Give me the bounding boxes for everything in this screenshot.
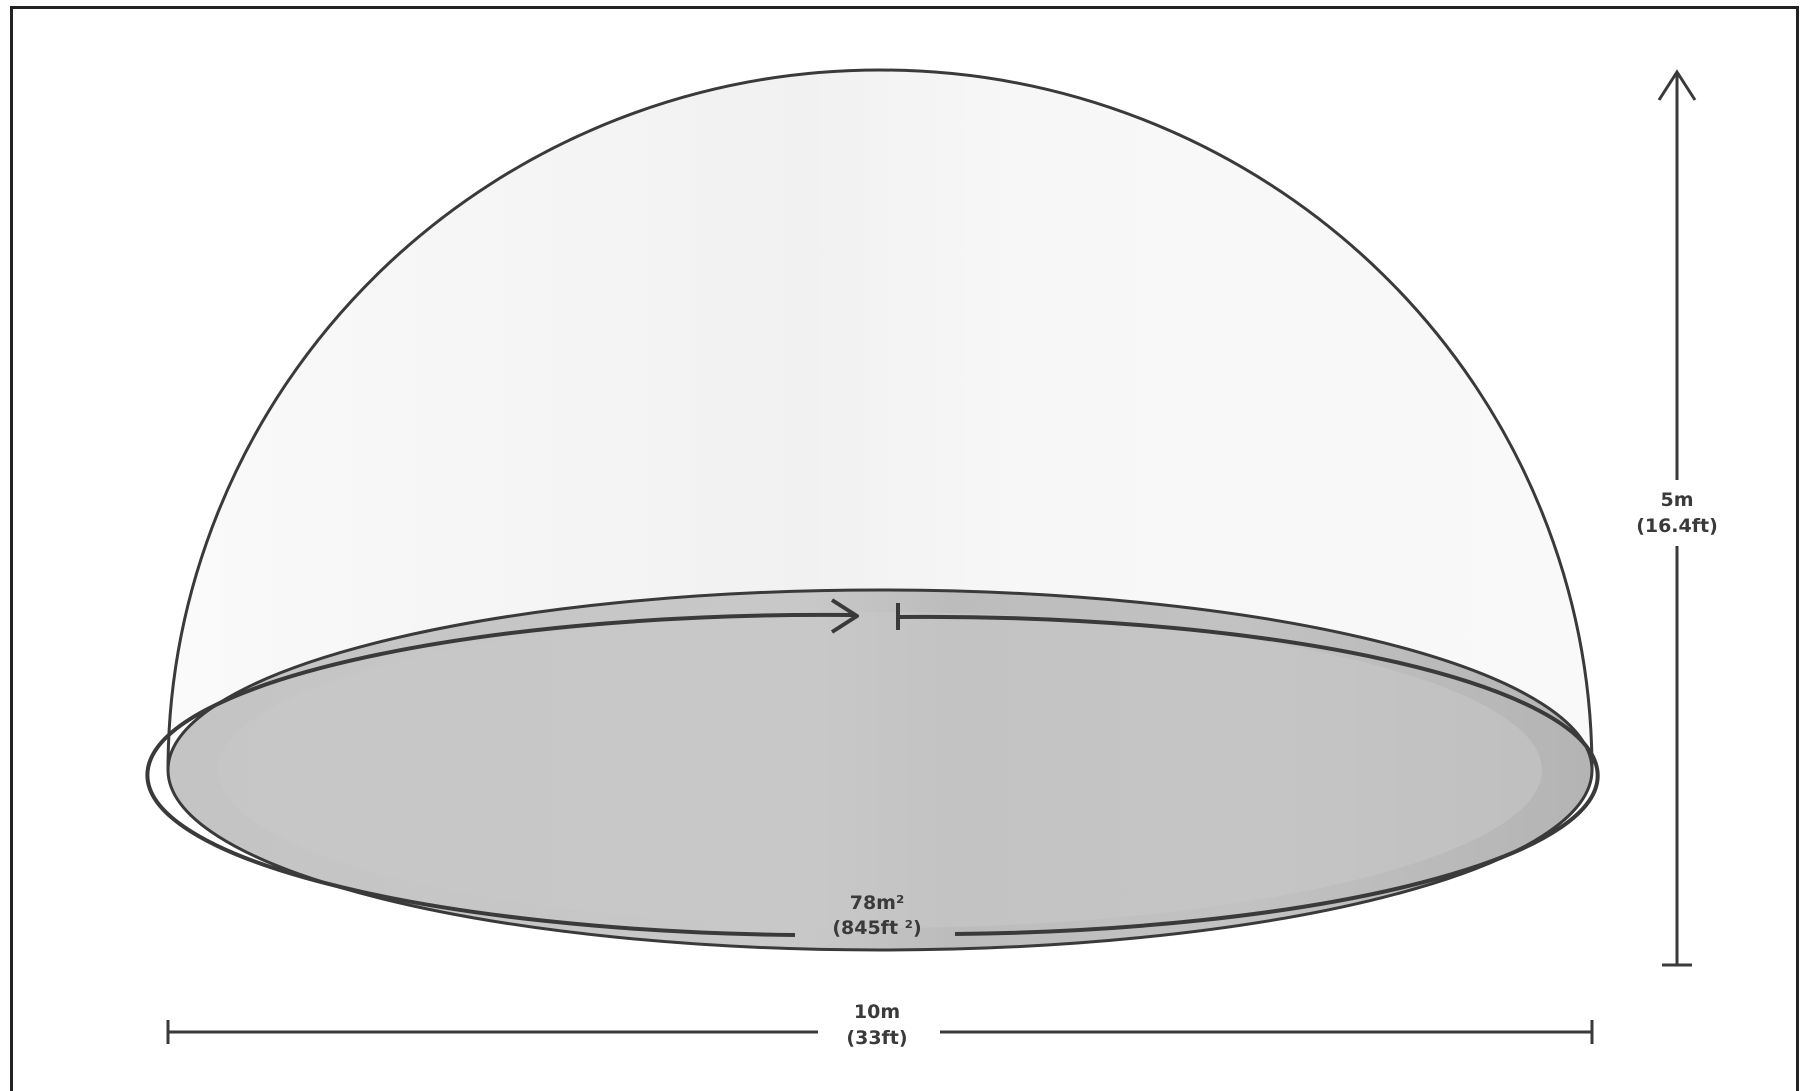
area-label-imperial: (845ft ²) [832, 917, 921, 939]
width-label-metric: 10m [854, 1001, 900, 1023]
diagram-frame [10, 6, 1799, 1091]
floor-circumference-path-left [145, 612, 856, 937]
circumference-arrowhead [830, 598, 859, 634]
floor-circumference-path [897, 614, 1600, 936]
height-label-metric: 5m [1660, 489, 1693, 511]
floor-inner-area [218, 612, 1542, 928]
area-label-metric: 78m² [850, 892, 905, 914]
height-label-imperial: (16.4ft) [1636, 515, 1718, 537]
dome-shell [166, 68, 1594, 772]
height-arrowhead-icon [1657, 69, 1697, 101]
width-label-imperial: (33ft) [846, 1027, 907, 1049]
